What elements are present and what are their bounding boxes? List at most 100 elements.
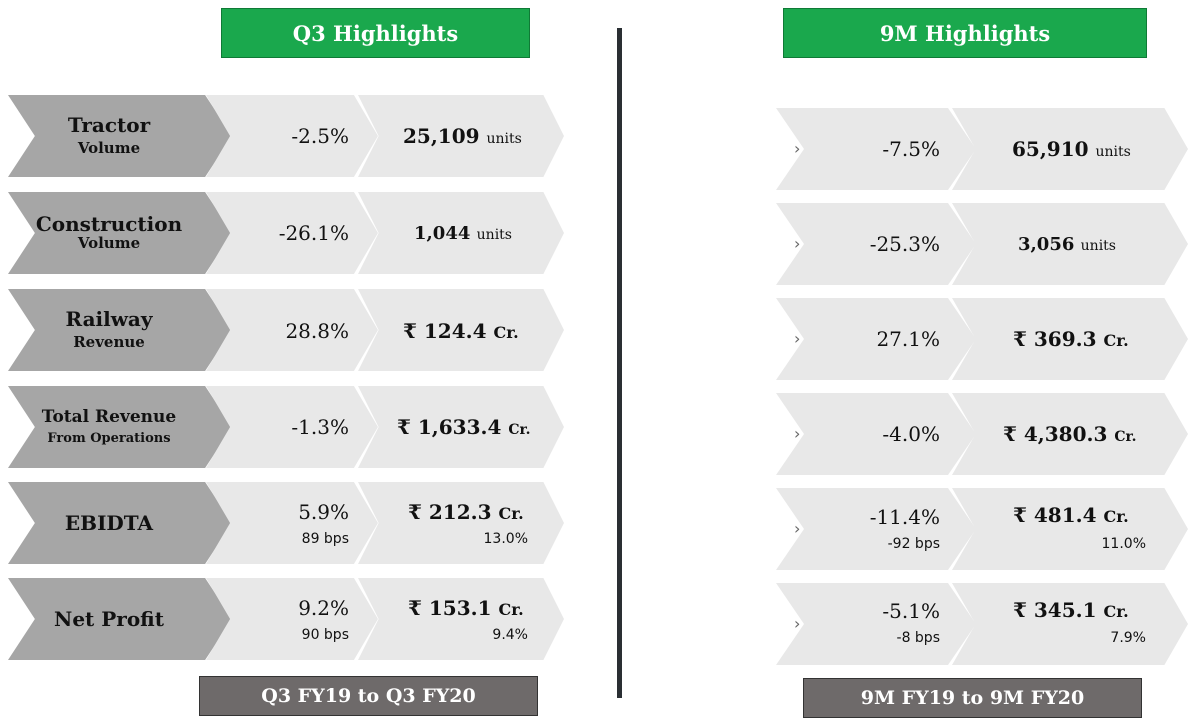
value-chevron xyxy=(358,482,564,564)
metric-value: ₹ 153.1 Cr. xyxy=(408,596,524,620)
growth-chevron xyxy=(776,108,976,190)
metric-sublabel: Revenue xyxy=(73,333,145,351)
growth-chevron xyxy=(776,298,976,380)
metric-value-unit: Cr. xyxy=(508,422,531,438)
metric-value-unit: units xyxy=(1095,144,1131,160)
metric-value-number: ₹ 153.1 xyxy=(408,596,492,620)
metric-value: 3,056 units xyxy=(1018,234,1116,255)
metric-value-unit: units xyxy=(486,131,522,147)
metric-value-number: ₹ 212.3 xyxy=(408,500,492,524)
metric-value-number: ₹ 345.1 xyxy=(1013,598,1097,622)
growth-percent: -25.3% xyxy=(869,232,940,256)
metric-value: ₹ 4,380.3 Cr. xyxy=(1003,422,1136,446)
metric-value-number: ₹ 4,380.3 xyxy=(1003,422,1108,446)
value-chevron xyxy=(952,108,1188,190)
metric-value-number: 3,056 xyxy=(1018,234,1075,255)
metric-value: ₹ 369.3 Cr. xyxy=(1013,327,1129,351)
center-divider xyxy=(617,28,622,698)
metric-value-unit: Cr. xyxy=(1103,507,1129,526)
metric-label-chevron: Tractor Volume xyxy=(8,95,232,177)
q3-period-label: Q3 FY19 to Q3 FY20 xyxy=(199,676,538,716)
metric-value-number: ₹ 369.3 xyxy=(1013,327,1097,351)
chevron-right-icon: › xyxy=(794,139,801,158)
metric-value: ₹ 345.1 Cr. xyxy=(1013,598,1129,622)
growth-chevron xyxy=(776,488,976,570)
metric-value: ₹ 212.3 Cr. xyxy=(408,500,524,524)
value-chevron xyxy=(952,203,1188,285)
chevron-right-icon: › xyxy=(794,519,801,538)
metric-value-number: 25,109 xyxy=(403,124,480,148)
metric-value: ₹ 124.4 Cr. xyxy=(403,319,519,343)
growth-chevron xyxy=(206,289,378,371)
q3-period-text: Q3 FY19 to Q3 FY20 xyxy=(261,685,476,707)
metric-label: Net Profit xyxy=(54,607,164,631)
metric-value-unit: Cr. xyxy=(498,504,524,523)
chevron-right-icon: › xyxy=(794,424,801,443)
nm-highlights-title: 9M Highlights xyxy=(879,20,1051,46)
margin-percent: 11.0% xyxy=(1101,536,1146,552)
chevron-right-icon: › xyxy=(794,614,801,633)
margin-change-bps: 90 bps xyxy=(301,627,349,643)
metric-label: Railway xyxy=(65,307,153,331)
chevron-right-icon: › xyxy=(794,234,801,253)
metric-value: 1,044 units xyxy=(414,223,512,244)
metric-label: Construction xyxy=(35,212,183,236)
metric-value-unit: Cr. xyxy=(1103,602,1129,621)
metric-value-number: ₹ 1,633.4 xyxy=(397,415,502,439)
growth-chevron xyxy=(776,583,976,665)
value-chevron xyxy=(358,386,564,468)
value-chevron xyxy=(358,578,564,660)
value-chevron xyxy=(952,583,1188,665)
metric-label-chevron: Railway Revenue xyxy=(8,289,232,371)
metric-value-unit: units xyxy=(476,227,512,243)
growth-chevron xyxy=(206,95,378,177)
value-chevron xyxy=(952,298,1188,380)
growth-percent: -7.5% xyxy=(882,137,940,161)
metric-value-number: 1,044 xyxy=(414,223,471,244)
value-chevron xyxy=(358,289,564,371)
growth-percent: -1.3% xyxy=(291,415,349,439)
metric-value-number: 65,910 xyxy=(1012,137,1089,161)
margin-percent: 7.9% xyxy=(1110,630,1146,646)
growth-chevron xyxy=(206,578,378,660)
value-chevron xyxy=(952,488,1188,570)
metric-value: ₹ 481.4 Cr. xyxy=(1013,503,1129,527)
metric-label-chevron: EBIDTA xyxy=(8,482,232,564)
nm-period-text: 9M FY19 to 9M FY20 xyxy=(860,687,1085,709)
metric-sublabel: Volume xyxy=(77,234,141,252)
nm-highlights-header: 9M Highlights xyxy=(783,8,1147,58)
metric-value-unit: Cr. xyxy=(1114,429,1137,445)
growth-percent: -26.1% xyxy=(278,221,349,245)
metric-label-chevron: Net Profit xyxy=(8,578,232,660)
growth-percent: -2.5% xyxy=(291,124,349,148)
growth-percent: -4.0% xyxy=(882,422,940,446)
growth-percent: 27.1% xyxy=(876,327,940,351)
q3-highlights-title: Q3 Highlights xyxy=(292,20,459,46)
metric-label-chevron: Construction Volume xyxy=(8,192,232,274)
growth-percent: 28.8% xyxy=(285,319,349,343)
margin-change-bps: -92 bps xyxy=(887,536,940,552)
metric-label: Total Revenue xyxy=(41,406,177,427)
q3-highlights-header: Q3 Highlights xyxy=(221,8,530,58)
growth-chevron xyxy=(206,386,378,468)
growth-percent: -11.4% xyxy=(869,505,940,529)
metric-label: Tractor xyxy=(67,113,151,137)
value-chevron xyxy=(952,393,1188,475)
nm-period-label: 9M FY19 to 9M FY20 xyxy=(803,678,1142,718)
growth-percent: -5.1% xyxy=(882,599,940,623)
metric-value-number: ₹ 481.4 xyxy=(1013,503,1097,527)
metric-value: ₹ 1,633.4 Cr. xyxy=(397,415,530,439)
growth-chevron xyxy=(206,482,378,564)
margin-percent: 9.4% xyxy=(492,627,528,643)
metric-value-unit: Cr. xyxy=(498,600,524,619)
metric-sublabel: From Operations xyxy=(47,430,171,446)
metric-value-number: ₹ 124.4 xyxy=(403,319,487,343)
margin-change-bps: -8 bps xyxy=(896,630,940,646)
value-chevron xyxy=(358,192,564,274)
growth-chevron xyxy=(776,393,976,475)
metric-value: 25,109 units xyxy=(403,124,522,148)
growth-chevron xyxy=(206,192,378,274)
margin-change-bps: 89 bps xyxy=(301,531,349,547)
metric-sublabel: Volume xyxy=(77,139,141,157)
growth-chevron xyxy=(776,203,976,285)
